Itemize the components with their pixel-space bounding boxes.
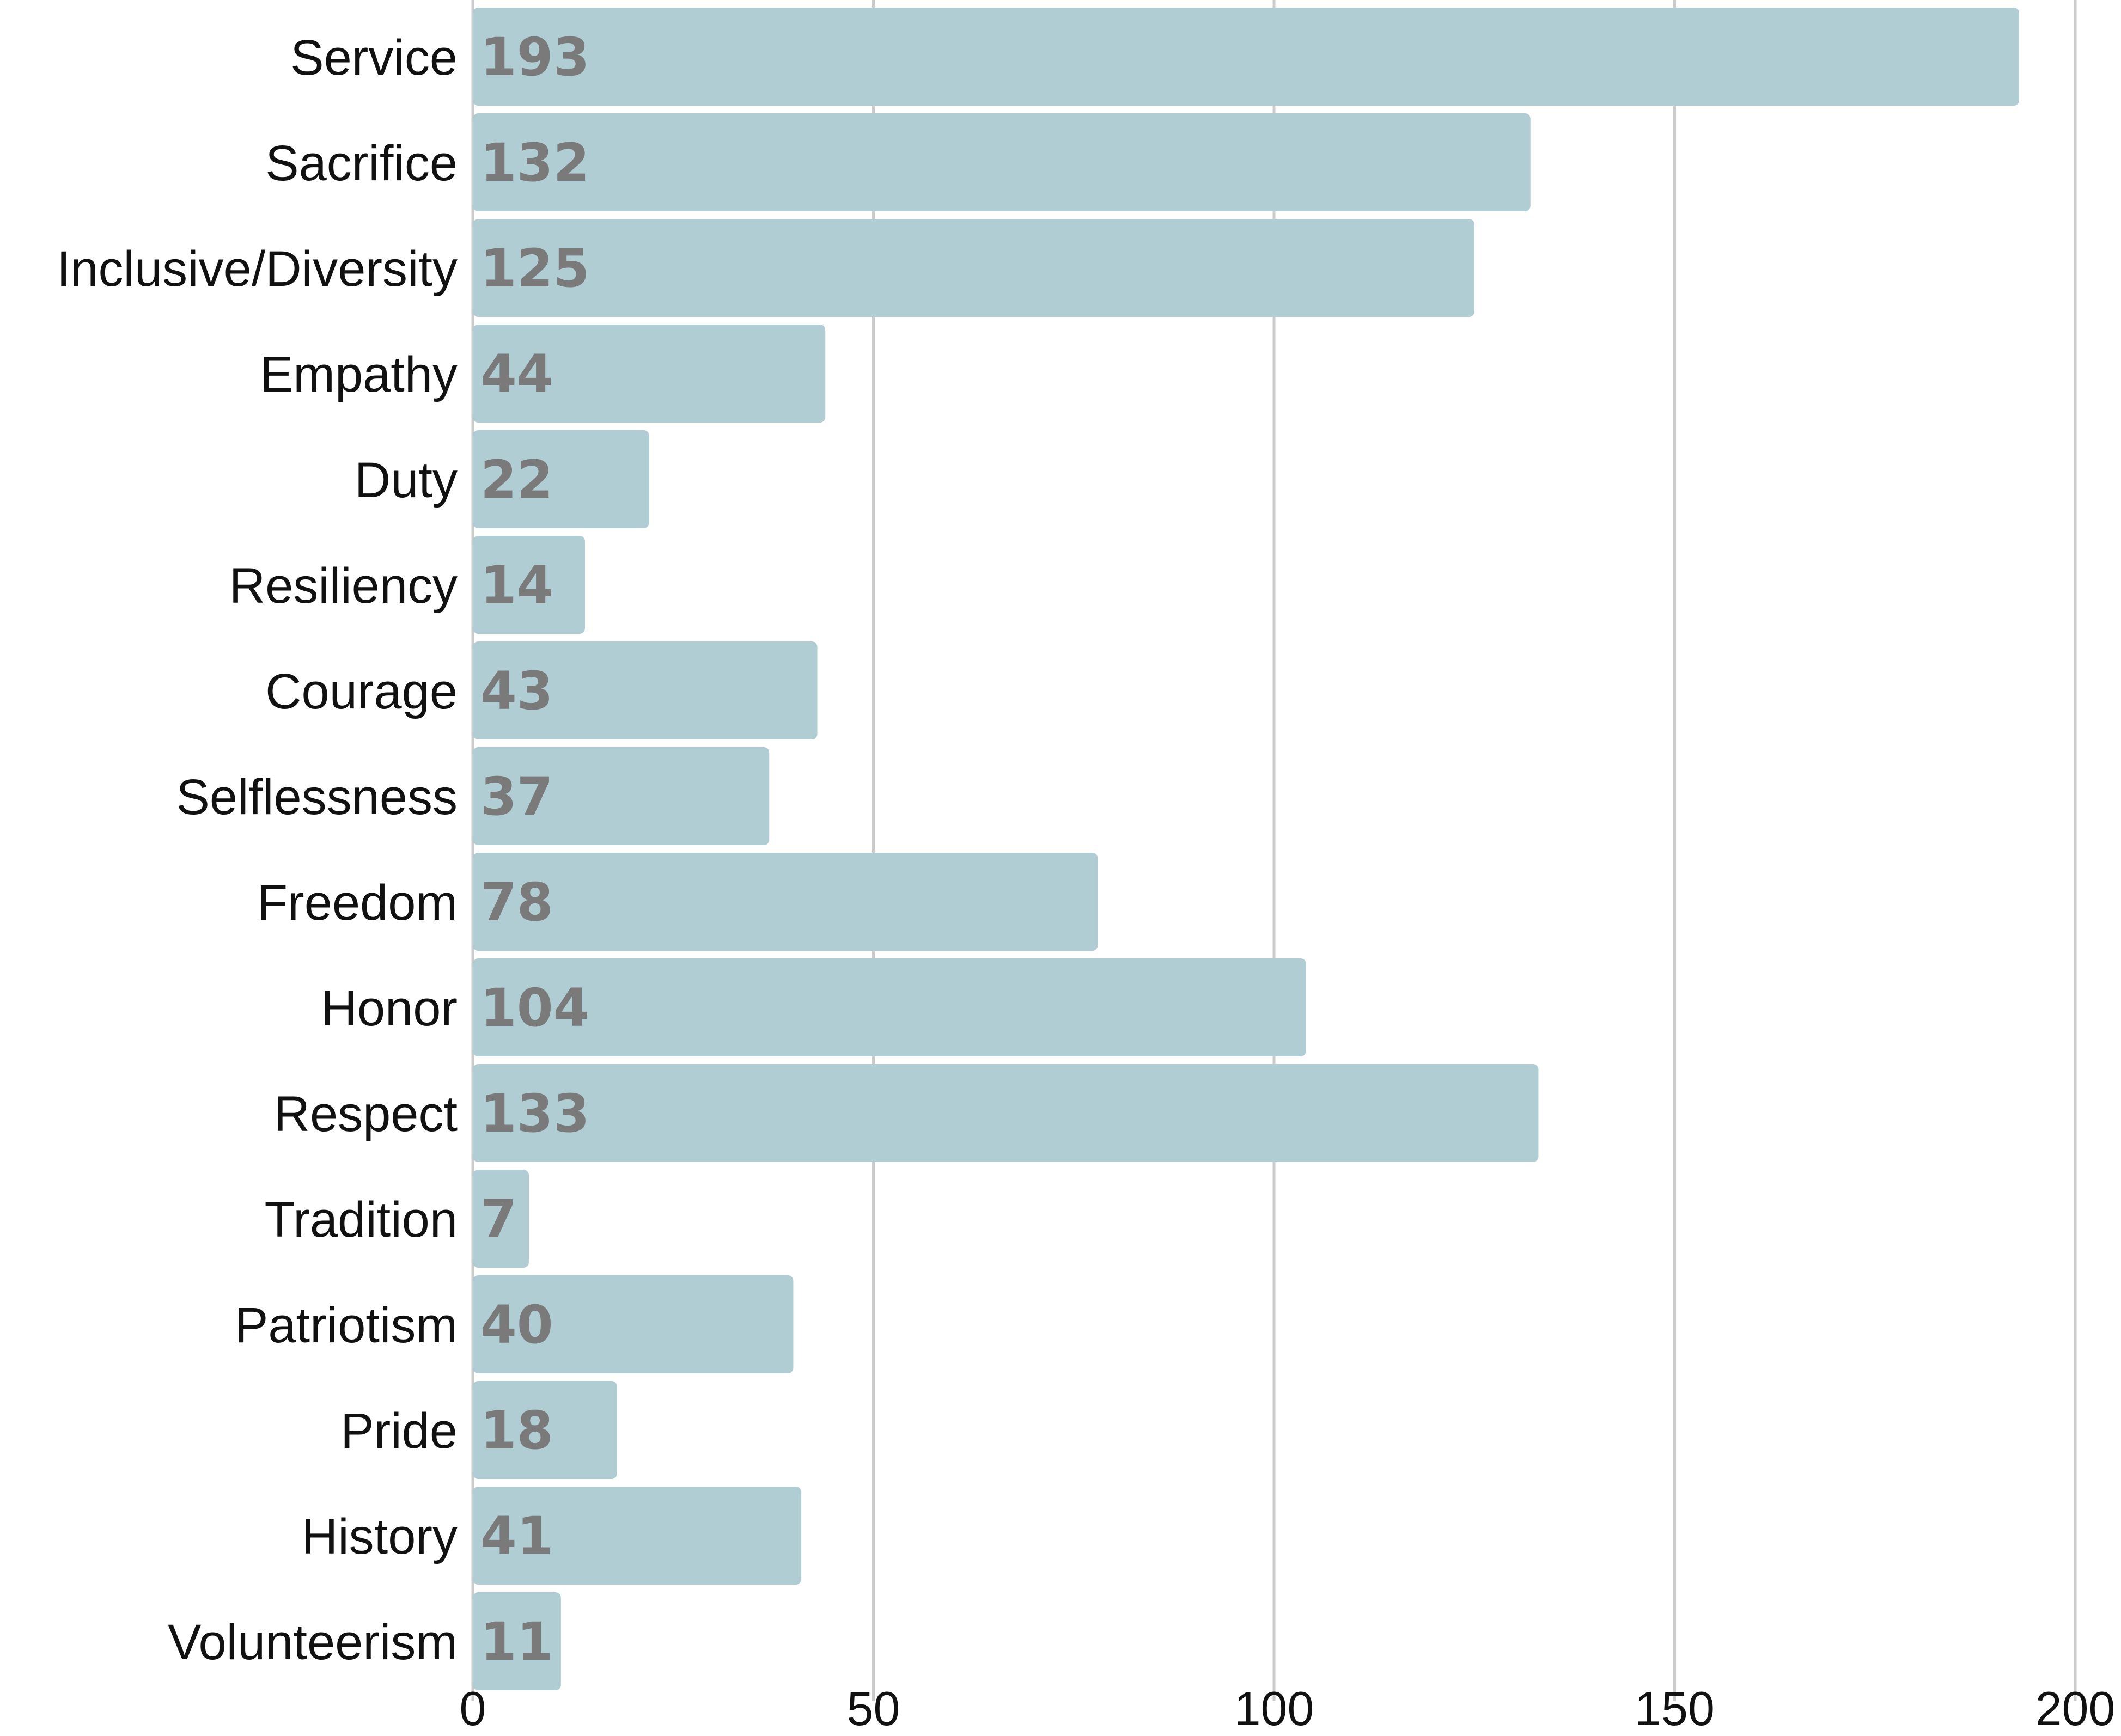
- category-label: Honor: [321, 981, 458, 1036]
- value-label: 44: [480, 344, 553, 405]
- x-tick-label: 150: [1635, 1682, 1715, 1735]
- value-label: 133: [480, 1083, 589, 1144]
- value-label: 78: [480, 872, 553, 933]
- category-label: Selflessness: [176, 769, 458, 825]
- bars: [473, 8, 2020, 1690]
- bar-history: [473, 1487, 802, 1585]
- category-label: History: [302, 1509, 458, 1564]
- value-label: 125: [480, 238, 589, 299]
- category-label: Patriotism: [235, 1298, 458, 1353]
- bar-duty: [473, 430, 649, 528]
- bar-inclusive-diversity: [473, 219, 1474, 317]
- x-tick-label: 100: [1234, 1682, 1314, 1735]
- category-label: Freedom: [257, 875, 458, 931]
- category-labels: Service Sacrifice Inclusive/Diversity Empat…: [57, 30, 458, 1670]
- category-label: Resiliency: [229, 558, 458, 614]
- category-label: Duty: [355, 453, 458, 508]
- bar-empathy: [473, 325, 826, 423]
- bar-sacrifice: [473, 113, 1531, 211]
- value-label: 37: [480, 766, 553, 827]
- value-label: 18: [480, 1400, 553, 1461]
- bar-freedom: [473, 853, 1098, 951]
- value-label: 14: [480, 555, 553, 616]
- category-label: Empathy: [260, 347, 458, 402]
- bar-courage: [473, 641, 818, 739]
- value-label: 11: [480, 1611, 553, 1672]
- value-label: 43: [480, 661, 553, 722]
- x-tick-label: 0: [460, 1682, 486, 1735]
- value-label: 193: [480, 27, 589, 88]
- x-tick-label: 50: [847, 1682, 900, 1735]
- x-axis-ticks: 0 50 100 150 200: [460, 1682, 2116, 1735]
- bar-respect: [473, 1064, 1539, 1162]
- bar-volunteerism: [473, 1592, 561, 1690]
- value-label: 104: [480, 977, 589, 1038]
- bar-tradition: [473, 1170, 529, 1268]
- category-label: Pride: [340, 1403, 458, 1459]
- value-label: 7: [480, 1189, 517, 1250]
- category-label: Respect: [274, 1086, 458, 1142]
- bar-selflessness: [473, 747, 770, 845]
- value-label: 22: [480, 449, 553, 510]
- category-label: Volunteerism: [168, 1615, 458, 1670]
- value-label: 40: [480, 1294, 553, 1355]
- category-label: Inclusive/Diversity: [57, 241, 458, 297]
- value-label: 132: [480, 132, 589, 193]
- value-labels: 193 132 125 44 22 14 43 37 78 104 133 7 40 18 41 11: [480, 27, 589, 1672]
- bar-resiliency: [473, 536, 585, 634]
- category-label: Courage: [265, 664, 458, 719]
- bar-service: [473, 8, 2020, 106]
- bar-pride: [473, 1381, 617, 1479]
- value-label: 41: [480, 1506, 553, 1567]
- x-tick-label: 200: [2035, 1682, 2116, 1735]
- category-label: Tradition: [264, 1192, 458, 1248]
- bar-patriotism: [473, 1275, 794, 1373]
- category-label: Service: [290, 30, 458, 85]
- bar-honor: [473, 958, 1306, 1056]
- category-label: Sacrifice: [265, 136, 458, 191]
